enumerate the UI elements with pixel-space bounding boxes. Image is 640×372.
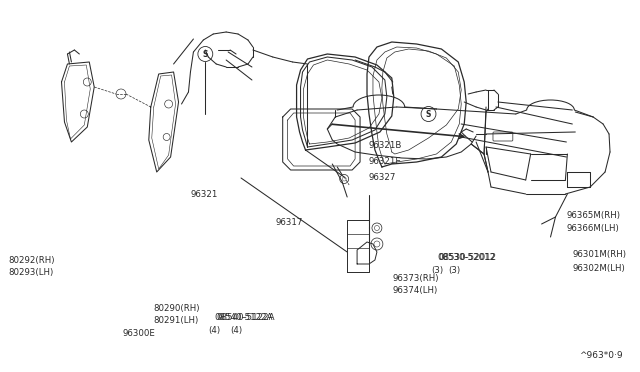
Text: (3): (3): [431, 266, 444, 275]
Text: 08540-5122A: 08540-5122A: [214, 314, 273, 323]
Text: 08530-52012: 08530-52012: [437, 253, 495, 263]
Text: 80290(RH): 80290(RH): [154, 304, 200, 312]
Text: (4): (4): [230, 326, 243, 334]
Text: 96373(RH): 96373(RH): [393, 273, 439, 282]
Text: 80292(RH): 80292(RH): [8, 256, 54, 264]
Text: 96327: 96327: [368, 173, 396, 182]
Text: S: S: [203, 49, 208, 58]
Text: 80293(LH): 80293(LH): [8, 267, 53, 276]
Text: 80291(LH): 80291(LH): [154, 315, 199, 324]
Text: (4): (4): [208, 326, 220, 334]
Text: 96321B: 96321B: [368, 141, 401, 150]
Text: 96365M(RH): 96365M(RH): [566, 211, 620, 219]
Text: 96302M(LH): 96302M(LH): [572, 263, 625, 273]
Text: 08530-52012: 08530-52012: [438, 253, 497, 263]
Text: 96321E: 96321E: [368, 157, 401, 166]
Text: 96366M(LH): 96366M(LH): [566, 224, 619, 232]
Text: 96300E: 96300E: [122, 328, 155, 337]
Text: 96321: 96321: [191, 189, 218, 199]
Text: 96374(LH): 96374(LH): [393, 285, 438, 295]
Text: 96301M(RH): 96301M(RH): [572, 250, 627, 260]
Text: (3): (3): [449, 266, 460, 275]
Text: ^963*0·9: ^963*0·9: [579, 351, 623, 360]
Text: S: S: [426, 109, 431, 119]
Text: 96317: 96317: [276, 218, 303, 227]
Text: 08540-5122A: 08540-5122A: [216, 314, 275, 323]
